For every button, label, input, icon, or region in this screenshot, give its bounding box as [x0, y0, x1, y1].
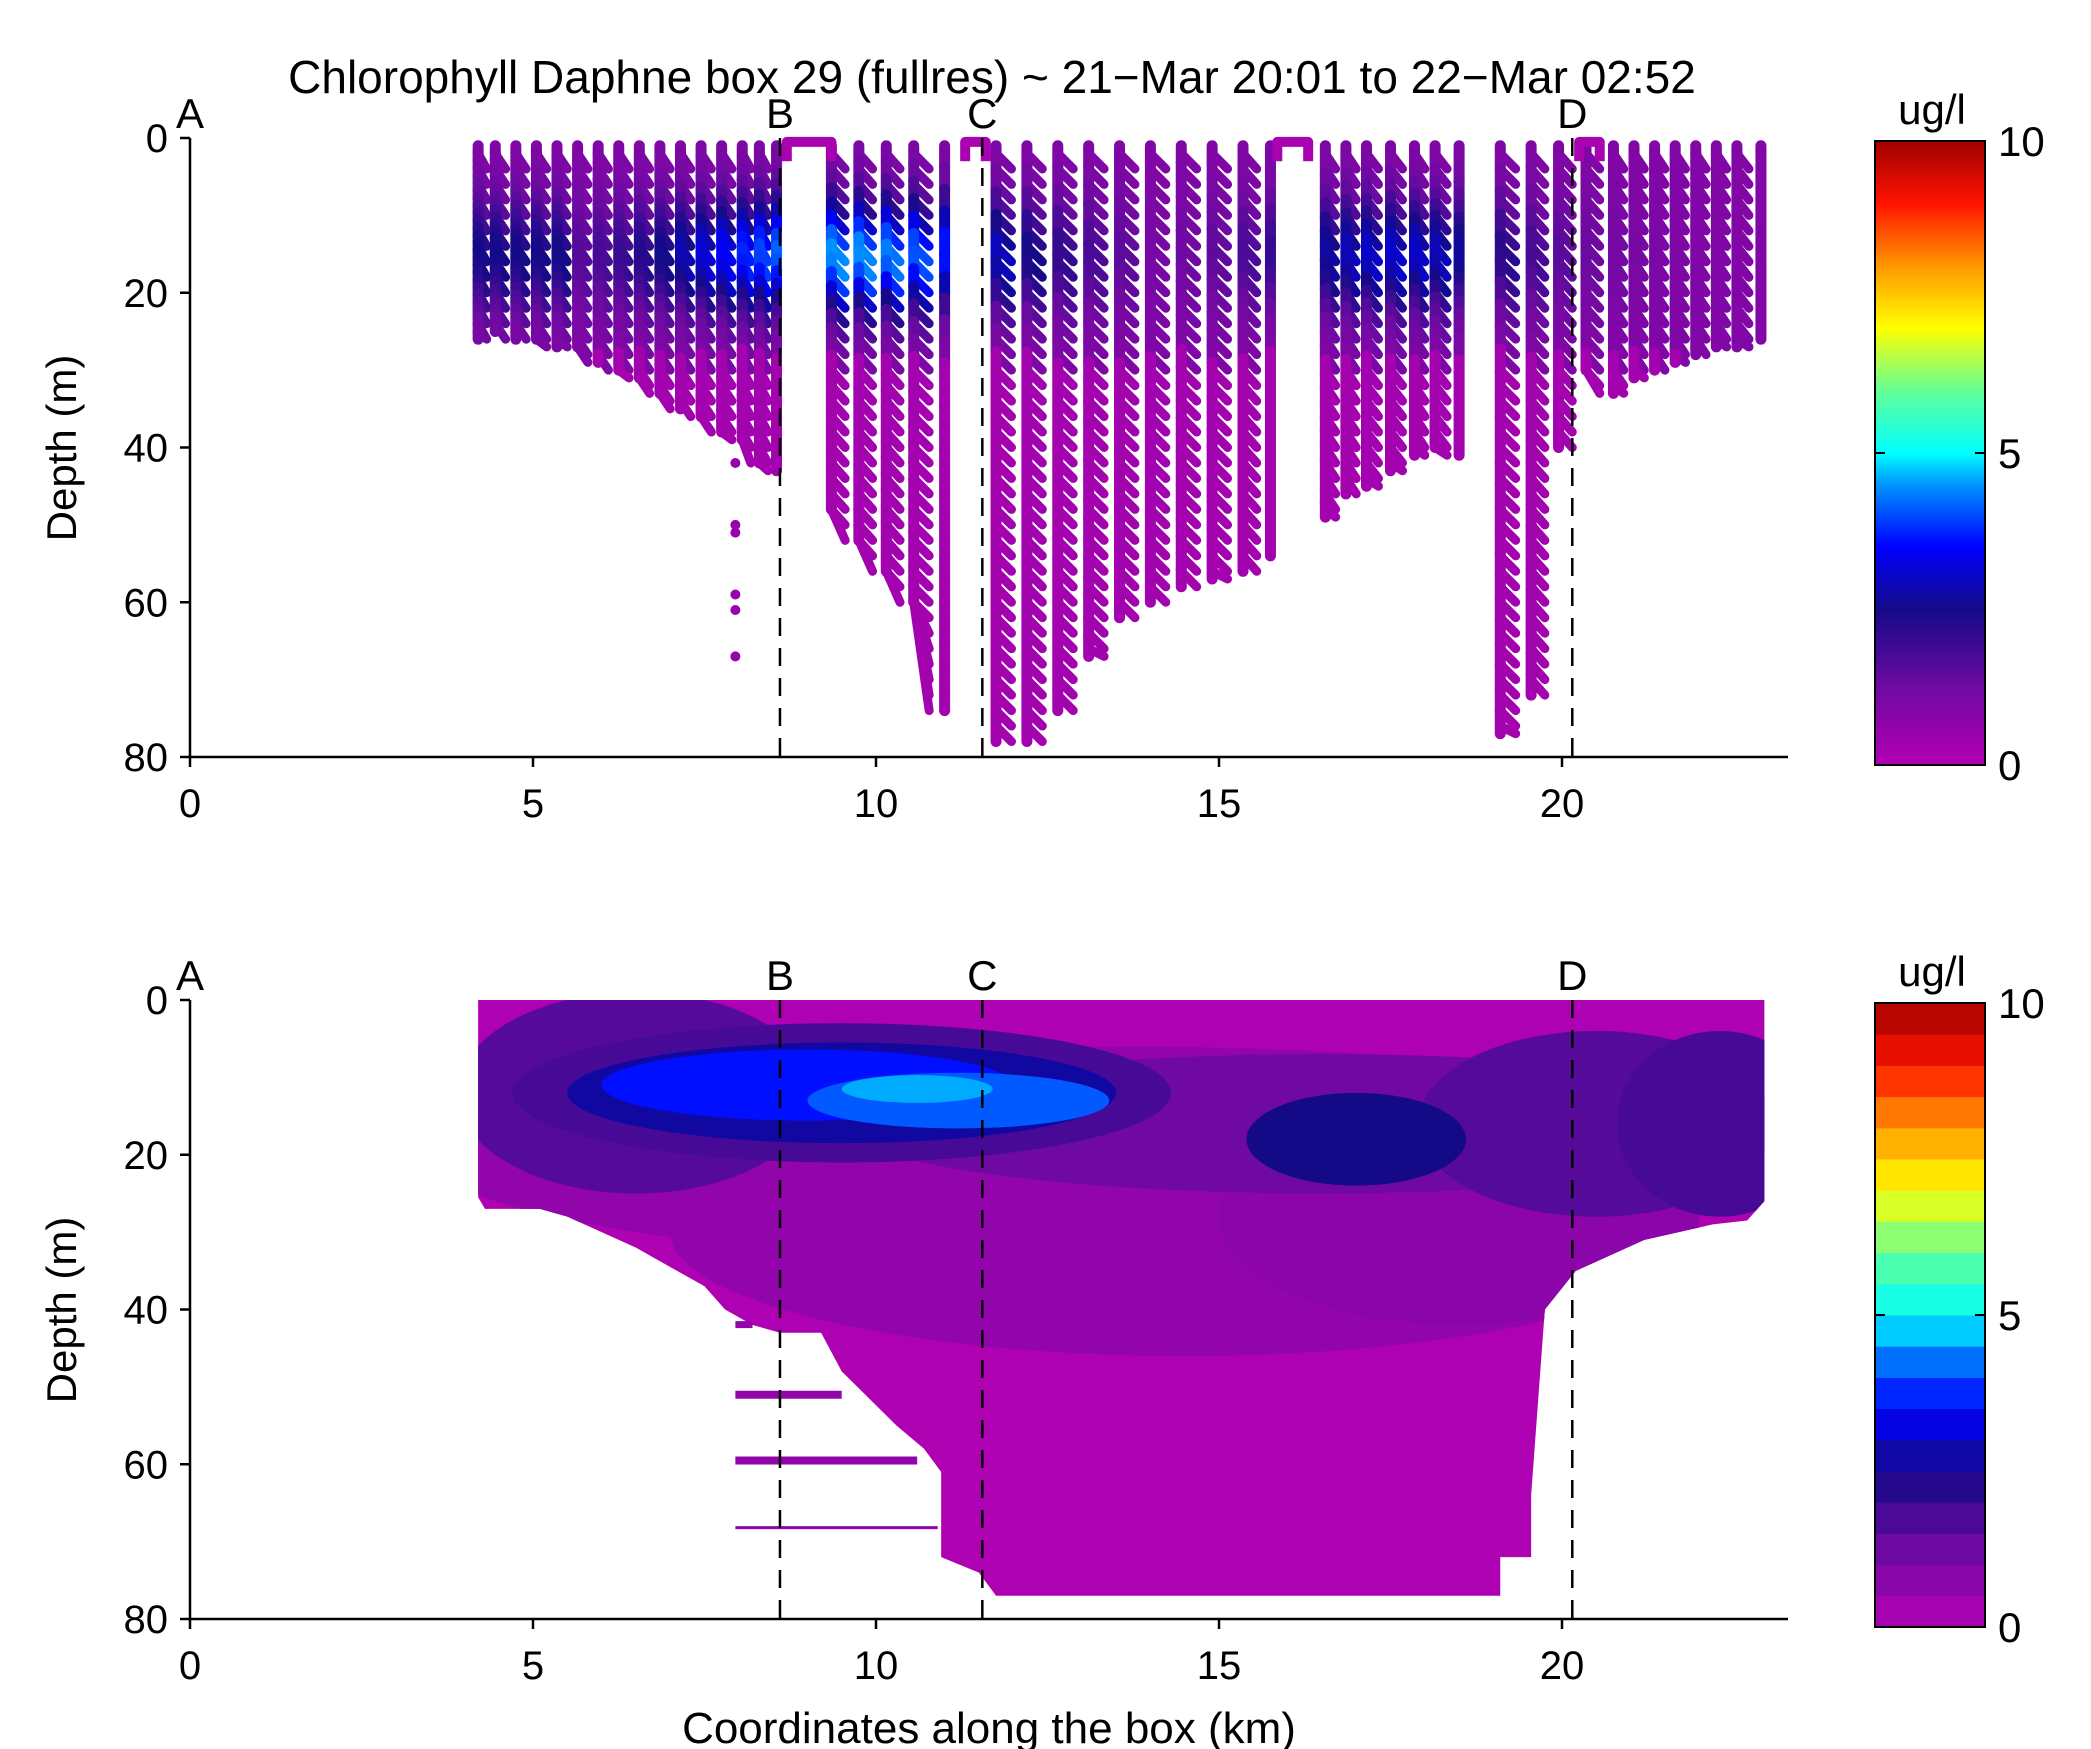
colorbar-band [1875, 1595, 1985, 1628]
y-tick-label: 20 [124, 1134, 169, 1178]
colorbar-band [1875, 1408, 1985, 1441]
colorbar-band [1875, 1346, 1985, 1378]
y-tick-label: 0 [146, 117, 168, 161]
top-panel: A B C D 0 5 10 15 20 0 20 40 60 80 Depth (m) ug/l 0 5… [38, 86, 2045, 826]
cast-trace [881, 566, 905, 607]
bottom-colorbar: ug/l 0 5 10 [1874, 948, 2045, 1651]
colorbar-band [1875, 1315, 1985, 1347]
x-tick-label: 10 [854, 1644, 899, 1688]
top-isolated-points [730, 457, 741, 662]
isolated-data-point [730, 519, 741, 530]
bottom-ticks: 0 5 10 15 20 0 20 40 60 80 [124, 979, 1585, 1688]
cast-trace [826, 504, 850, 545]
colorbar-band [1875, 1003, 1985, 1035]
contour-patch [841, 1075, 993, 1103]
bottom-colorbar-label: ug/l [1898, 948, 1966, 995]
top-axes: 0 5 10 15 20 0 20 40 60 80 [124, 117, 1788, 826]
y-tick-label: 0 [146, 979, 168, 1023]
section-marker-label: D [1557, 952, 1587, 999]
top-section-markers: A B C D [176, 90, 1587, 757]
top-y-axis-label: Depth (m) [38, 355, 85, 542]
x-tick-label: 15 [1197, 782, 1242, 826]
section-marker-label: C [967, 952, 997, 999]
colorbar-tick-label: 0 [1998, 742, 2021, 789]
section-marker-label: B [766, 952, 794, 999]
top-colorbar-ticks: 0 5 10 [1875, 118, 2045, 789]
colorbar-tick-label: 0 [1998, 1604, 2021, 1651]
top-ticks: 0 5 10 15 20 0 20 40 60 80 [124, 117, 1585, 826]
y-tick-label: 60 [124, 581, 169, 625]
colorbar-band [1875, 1283, 1985, 1316]
isolated-data-point [730, 651, 741, 662]
top-colorbar: ug/l 0 5 10 [1874, 86, 2045, 789]
bottom-axes: 0 5 10 15 20 0 20 40 60 80 [124, 979, 1788, 1688]
isolated-data-point [730, 527, 741, 538]
section-marker-label: B [766, 90, 794, 137]
contour-sliver [735, 1390, 842, 1399]
contour-sliver [735, 1456, 918, 1465]
figure-title: Chlorophyll Daphne box 29 (fullres) ~ 21… [288, 51, 1696, 103]
colorbar-band [1875, 1159, 1985, 1191]
y-tick-label: 40 [124, 1289, 169, 1333]
cast-trace [909, 597, 934, 716]
x-axis-label: Coordinates along the box (km) [682, 1704, 1296, 1749]
colorbar-tick-label: 5 [1998, 430, 2021, 477]
bottom-colorbar-ticks: 0 5 10 [1875, 980, 2045, 1651]
bottom-panel: A B C D 0 5 10 15 20 0 20 40 60 80 Depth (m) Coordin… [38, 948, 2045, 1749]
x-tick-label: 0 [179, 782, 201, 826]
contour-body [478, 1000, 1765, 1596]
bottom-contour-field [478, 1000, 1765, 1596]
bottom-colorbar-bands [1875, 1003, 1985, 1628]
top-cast-traces [472, 136, 1767, 748]
colorbar-band [1875, 1471, 1985, 1503]
colorbar-band [1875, 1065, 1985, 1098]
section-marker-label: A [176, 952, 204, 999]
colorbar-band [1875, 1221, 1985, 1254]
colorbar-band [1875, 1439, 1985, 1472]
colorbar-band [1875, 1190, 1985, 1222]
x-tick-label: 20 [1540, 1644, 1585, 1688]
section-marker-label: A [176, 90, 204, 137]
y-tick-label: 80 [124, 1598, 169, 1642]
bottom-section-markers: A B C D [176, 952, 1587, 1619]
isolated-data-point [730, 457, 741, 468]
y-tick-label: 20 [124, 272, 169, 316]
colorbar-tick-label: 5 [1998, 1292, 2021, 1339]
colorbar-band [1875, 1096, 1985, 1129]
section-marker-label: C [967, 90, 997, 137]
contour-sliver [735, 1526, 938, 1530]
bottom-y-axis-label: Depth (m) [38, 1217, 85, 1404]
x-tick-label: 5 [522, 782, 544, 826]
x-tick-label: 15 [1197, 1644, 1242, 1688]
isolated-data-point [730, 604, 741, 615]
x-tick-label: 5 [522, 1644, 544, 1688]
contour-patch [1246, 1092, 1466, 1186]
colorbar-band [1875, 1564, 1985, 1597]
cast-trace [854, 535, 878, 576]
isolated-data-point [730, 589, 741, 600]
contour-patch [1616, 1030, 1765, 1217]
colorbar-band [1875, 1252, 1985, 1285]
colorbar-tick-label: 10 [1998, 980, 2045, 1027]
top-colorbar-fill [1874, 140, 1986, 766]
top-colorbar-label: ug/l [1898, 86, 1966, 133]
section-marker-label: D [1557, 90, 1587, 137]
x-tick-label: 0 [179, 1644, 201, 1688]
colorbar-band [1875, 1377, 1985, 1410]
colorbar-band [1875, 1502, 1985, 1534]
colorbar-tick-label: 10 [1998, 118, 2045, 165]
y-tick-label: 40 [124, 427, 169, 471]
y-tick-label: 80 [124, 736, 169, 780]
colorbar-band [1875, 1127, 1985, 1160]
x-tick-label: 20 [1540, 782, 1585, 826]
contour-sliver [735, 1321, 753, 1329]
y-tick-label: 60 [124, 1443, 169, 1487]
colorbar-band [1875, 1034, 1985, 1066]
x-tick-label: 10 [854, 782, 899, 826]
colorbar-band [1875, 1533, 1985, 1566]
